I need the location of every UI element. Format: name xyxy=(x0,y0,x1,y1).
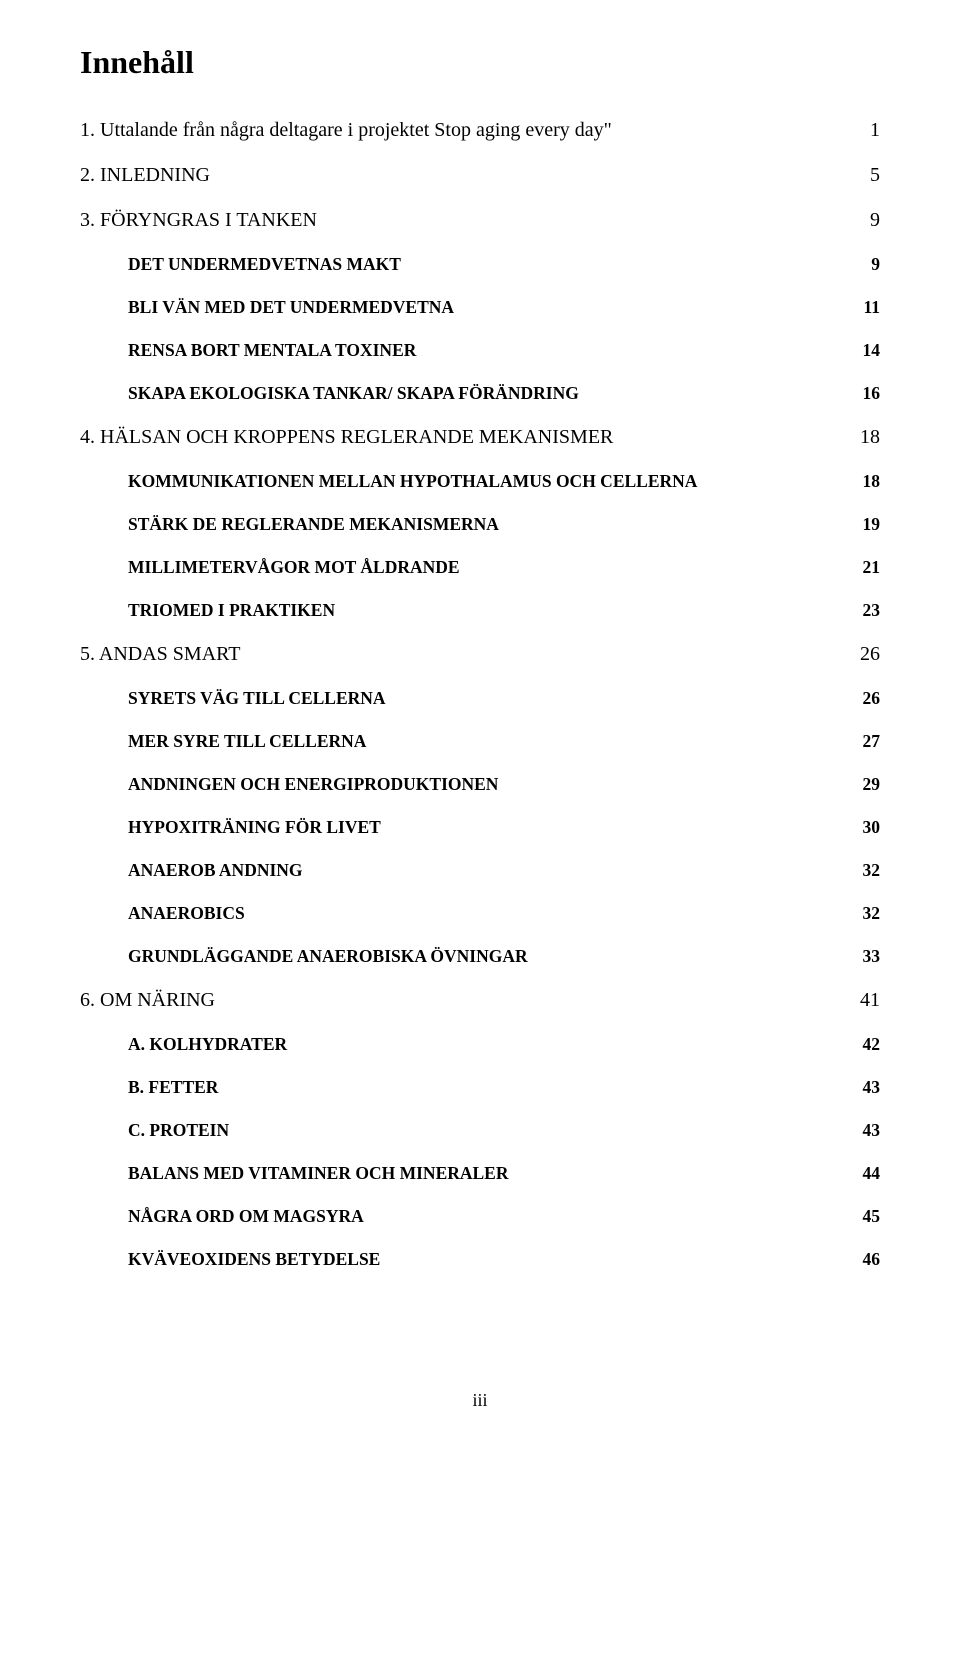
toc-entry-label: 1. Uttalande från några deltagare i proj… xyxy=(80,119,612,142)
toc-entry-label: GRUNDLÄGGANDE ANAEROBISKA ÖVNINGAR xyxy=(128,946,528,967)
toc-entry-page: 27 xyxy=(863,731,881,752)
toc-entry-page: 23 xyxy=(863,600,881,621)
toc-entry-page: 9 xyxy=(871,254,880,275)
toc-entry: BLI VÄN MED DET UNDERMEDVETNA 11 xyxy=(80,297,880,318)
toc-entry-label: 5. ANDAS SMART xyxy=(80,643,241,666)
page-title: Innehåll xyxy=(80,44,880,81)
toc-entry-page: 46 xyxy=(863,1249,881,1270)
toc-entry-label: DET UNDERMEDVETNAS MAKT xyxy=(128,254,401,275)
toc-entry-page: 26 xyxy=(860,643,880,666)
toc-entry-page: 26 xyxy=(863,688,881,709)
toc-entry: ANDNINGEN OCH ENERGIPRODUKTIONEN 29 xyxy=(80,774,880,795)
toc-entry: ANAEROB ANDNING 32 xyxy=(80,860,880,881)
toc-entry: 6. OM NÄRING 41 xyxy=(80,989,880,1012)
toc-entry-label: ANAEROB ANDNING xyxy=(128,860,303,881)
toc-entry-page: 42 xyxy=(863,1034,881,1055)
toc-entry: HYPOXITRÄNING FÖR LIVET 30 xyxy=(80,817,880,838)
toc-entry-label: A. KOLHYDRATER xyxy=(128,1034,287,1055)
toc-entry-page: 18 xyxy=(863,471,881,492)
toc-entry-page: 16 xyxy=(863,383,881,404)
toc-entry-page: 44 xyxy=(863,1163,881,1184)
toc-entry-label: KOMMUNIKATIONEN MELLAN HYPOTHALAMUS OCH … xyxy=(128,471,697,492)
toc-entry-page: 32 xyxy=(863,903,881,924)
toc-entry-page: 14 xyxy=(863,340,881,361)
toc-entry-label: 2. INLEDNING xyxy=(80,164,210,187)
toc-entry-label: KVÄVEOXIDENS BETYDELSE xyxy=(128,1249,380,1270)
toc-entry: MILLIMETERVÅGOR MOT ÅLDRANDE 21 xyxy=(80,557,880,578)
toc-entry: STÄRK DE REGLERANDE MEKANISMERNA 19 xyxy=(80,514,880,535)
toc-entry: ANAEROBICS 32 xyxy=(80,903,880,924)
toc-entry-label: HYPOXITRÄNING FÖR LIVET xyxy=(128,817,381,838)
toc-entry-page: 9 xyxy=(870,209,880,232)
toc-entry-label: 4. HÄLSAN OCH KROPPENS REGLERANDE MEKANI… xyxy=(80,426,613,449)
toc-entry: GRUNDLÄGGANDE ANAEROBISKA ÖVNINGAR 33 xyxy=(80,946,880,967)
toc-entry-page: 21 xyxy=(863,557,881,578)
toc-entry-label: STÄRK DE REGLERANDE MEKANISMERNA xyxy=(128,514,499,535)
toc-entry: 3. FÖRYNGRAS I TANKEN 9 xyxy=(80,209,880,232)
toc-entry-label: SKAPA EKOLOGISKA TANKAR/ SKAPA FÖRÄNDRIN… xyxy=(128,383,579,404)
toc-entry-page: 5 xyxy=(870,164,880,187)
toc-entry-page: 11 xyxy=(863,297,880,318)
toc-entry-page: 19 xyxy=(863,514,881,535)
toc-entry: KVÄVEOXIDENS BETYDELSE 46 xyxy=(80,1249,880,1270)
toc-entry: NÅGRA ORD OM MAGSYRA 45 xyxy=(80,1206,880,1227)
toc-entry-label: NÅGRA ORD OM MAGSYRA xyxy=(128,1206,364,1227)
toc-entry-label: TRIOMED I PRAKTIKEN xyxy=(128,600,335,621)
toc-entry-label: RENSA BORT MENTALA TOXINER xyxy=(128,340,416,361)
toc-entry-page: 43 xyxy=(863,1077,881,1098)
toc-entry-label: 6. OM NÄRING xyxy=(80,989,215,1012)
toc-entry: C. PROTEIN 43 xyxy=(80,1120,880,1141)
toc-entry-page: 29 xyxy=(863,774,881,795)
toc-entry: 1. Uttalande från några deltagare i proj… xyxy=(80,119,880,142)
toc-entry: 2. INLEDNING 5 xyxy=(80,164,880,187)
toc-entry-label: ANAEROBICS xyxy=(128,903,245,924)
toc-entry: B. FETTER 43 xyxy=(80,1077,880,1098)
toc-entry-page: 18 xyxy=(860,426,880,449)
toc-entry-label: B. FETTER xyxy=(128,1077,218,1098)
toc-entry-label: SYRETS VÄG TILL CELLERNA xyxy=(128,688,386,709)
toc-entry: TRIOMED I PRAKTIKEN 23 xyxy=(80,600,880,621)
toc-entry: RENSA BORT MENTALA TOXINER 14 xyxy=(80,340,880,361)
toc-entry: KOMMUNIKATIONEN MELLAN HYPOTHALAMUS OCH … xyxy=(80,471,880,492)
toc-entry: BALANS MED VITAMINER OCH MINERALER 44 xyxy=(80,1163,880,1184)
toc-entry-label: 3. FÖRYNGRAS I TANKEN xyxy=(80,209,317,232)
toc-entry-label: MER SYRE TILL CELLERNA xyxy=(128,731,366,752)
toc-entry-label: ANDNINGEN OCH ENERGIPRODUKTIONEN xyxy=(128,774,498,795)
toc-entry: SKAPA EKOLOGISKA TANKAR/ SKAPA FÖRÄNDRIN… xyxy=(80,383,880,404)
toc-entry: DET UNDERMEDVETNAS MAKT 9 xyxy=(80,254,880,275)
toc-entry-page: 43 xyxy=(863,1120,881,1141)
toc-entry-label: MILLIMETERVÅGOR MOT ÅLDRANDE xyxy=(128,557,460,578)
toc-entry-page: 32 xyxy=(863,860,881,881)
toc-entry-page: 45 xyxy=(863,1206,881,1227)
toc-entry: MER SYRE TILL CELLERNA 27 xyxy=(80,731,880,752)
toc-entry: SYRETS VÄG TILL CELLERNA 26 xyxy=(80,688,880,709)
toc-entry-label: C. PROTEIN xyxy=(128,1120,229,1141)
toc-entry-page: 30 xyxy=(863,817,881,838)
toc-entry-label: BLI VÄN MED DET UNDERMEDVETNA xyxy=(128,297,454,318)
toc-entry: 5. ANDAS SMART 26 xyxy=(80,643,880,666)
table-of-contents: 1. Uttalande från några deltagare i proj… xyxy=(80,119,880,1270)
toc-entry-label: BALANS MED VITAMINER OCH MINERALER xyxy=(128,1163,509,1184)
toc-entry-page: 41 xyxy=(860,989,880,1012)
toc-entry-page: 1 xyxy=(870,119,880,142)
toc-entry: A. KOLHYDRATER 42 xyxy=(80,1034,880,1055)
toc-entry-page: 33 xyxy=(863,946,881,967)
page-number: iii xyxy=(80,1390,880,1411)
toc-entry: 4. HÄLSAN OCH KROPPENS REGLERANDE MEKANI… xyxy=(80,426,880,449)
